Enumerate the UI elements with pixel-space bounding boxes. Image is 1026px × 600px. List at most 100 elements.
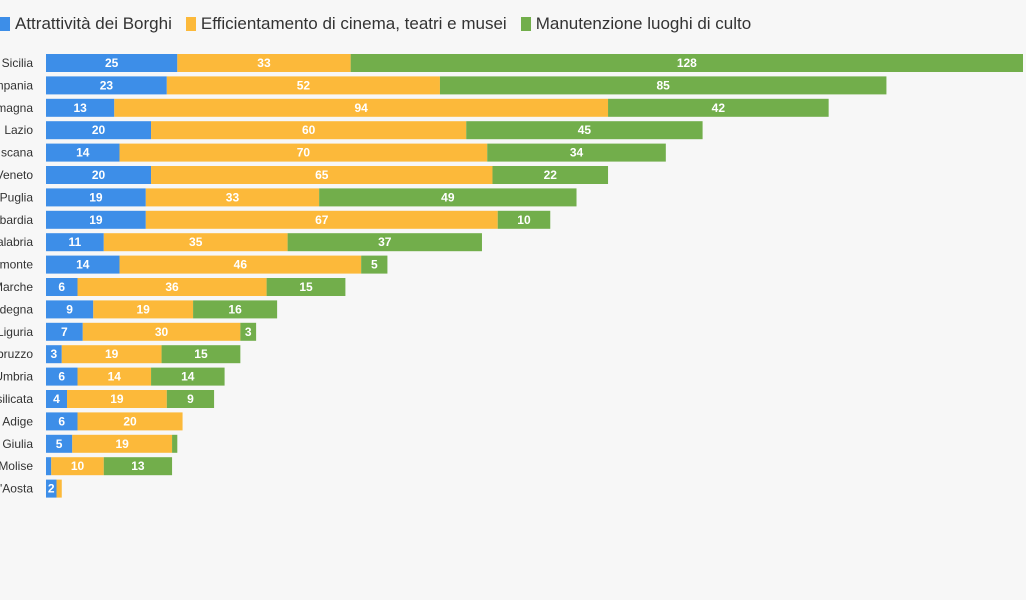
bar-segment bbox=[46, 322, 83, 341]
bar-segment bbox=[46, 76, 167, 95]
bar-segment bbox=[77, 367, 152, 386]
category-label: Liguria bbox=[0, 325, 33, 339]
data-label: 19 bbox=[110, 392, 124, 406]
data-label: 2 bbox=[48, 482, 55, 496]
data-label: 15 bbox=[299, 280, 313, 294]
legend-item-efficientamento: Efficientamento di cinema, teatri e muse… bbox=[185, 14, 507, 34]
bar-segment bbox=[103, 233, 288, 252]
data-label: 14 bbox=[76, 258, 90, 272]
bar-segment bbox=[46, 188, 146, 207]
data-label: 16 bbox=[228, 302, 242, 316]
data-label: 60 bbox=[302, 123, 316, 137]
bar-segment bbox=[151, 121, 467, 140]
bar-segment bbox=[350, 54, 1023, 72]
legend-swatch-green bbox=[520, 17, 531, 31]
bar-segment bbox=[77, 412, 183, 431]
bar-segment bbox=[240, 322, 257, 341]
data-label: 19 bbox=[115, 437, 129, 451]
legend-label-attrattivita: Attrattività dei Borghi bbox=[15, 14, 172, 33]
category-label: monte bbox=[0, 258, 33, 272]
bar-segment bbox=[151, 166, 493, 184]
data-label: 3 bbox=[51, 347, 58, 361]
category-label: magna bbox=[0, 101, 33, 115]
bar-segment bbox=[119, 143, 488, 162]
bar-segment bbox=[114, 98, 609, 117]
data-label: 65 bbox=[315, 168, 329, 182]
category-label: Veneto bbox=[0, 168, 33, 182]
data-label: 52 bbox=[297, 78, 311, 92]
data-label: 19 bbox=[89, 213, 103, 227]
data-label: 33 bbox=[226, 190, 240, 204]
bar-segment bbox=[266, 278, 346, 296]
data-label: 6 bbox=[58, 414, 65, 428]
bar-segment bbox=[46, 121, 152, 140]
bar-segment bbox=[145, 188, 320, 207]
data-label: 33 bbox=[257, 56, 271, 70]
bar-segment bbox=[151, 367, 225, 386]
data-label: 6 bbox=[58, 280, 65, 294]
data-label: 19 bbox=[105, 347, 119, 361]
category-label: Giulia bbox=[2, 437, 33, 451]
category-label: Puglia bbox=[0, 190, 33, 204]
bar-segment bbox=[287, 233, 482, 252]
bar-segment bbox=[361, 255, 388, 274]
bar-segment bbox=[46, 457, 52, 476]
data-label: 45 bbox=[578, 123, 592, 137]
bar-segment bbox=[46, 278, 78, 296]
data-label: 20 bbox=[92, 168, 106, 182]
bar-segment bbox=[77, 278, 267, 296]
data-label: 13 bbox=[131, 459, 145, 473]
legend-swatch-blue bbox=[0, 17, 10, 31]
bar-segment bbox=[46, 345, 62, 364]
data-label: 94 bbox=[354, 101, 368, 115]
bar-segment bbox=[466, 121, 703, 140]
data-label: 5 bbox=[56, 437, 63, 451]
data-label: 15 bbox=[194, 347, 208, 361]
data-label: 10 bbox=[517, 213, 531, 227]
bar-segment bbox=[319, 188, 577, 207]
bar-segment bbox=[61, 345, 162, 364]
bar-segment bbox=[93, 300, 194, 319]
bar-segment bbox=[46, 233, 104, 252]
bar-segment bbox=[46, 434, 73, 453]
legend-item-manutenzione: Manutenzione luoghi di culto bbox=[520, 14, 751, 34]
category-label: bruzzo bbox=[0, 347, 33, 361]
data-label: 6 bbox=[58, 370, 65, 384]
bar-segment bbox=[67, 390, 167, 408]
data-label: 67 bbox=[315, 213, 329, 227]
category-label: Sicilia bbox=[2, 56, 34, 70]
bar-segment bbox=[608, 98, 829, 117]
data-label: 20 bbox=[92, 123, 106, 137]
data-label: 7 bbox=[61, 325, 68, 339]
bar-segment bbox=[46, 412, 78, 431]
bar-segment bbox=[161, 345, 241, 364]
data-label: 14 bbox=[181, 370, 195, 384]
data-label: 22 bbox=[544, 168, 558, 182]
data-label: 19 bbox=[136, 302, 150, 316]
category-label: Umbria bbox=[0, 370, 33, 384]
category-label: alabria bbox=[0, 235, 33, 249]
bar-segment bbox=[51, 457, 104, 476]
data-label: 13 bbox=[73, 101, 87, 115]
bar-segment bbox=[177, 54, 351, 72]
data-label: 42 bbox=[712, 101, 726, 115]
data-label: 9 bbox=[187, 392, 194, 406]
bar-segment bbox=[82, 322, 241, 341]
bar-segment bbox=[166, 390, 215, 408]
bar-segment bbox=[439, 76, 887, 95]
bar-segment bbox=[72, 434, 173, 453]
category-label: Lazio bbox=[4, 123, 33, 137]
data-label: 23 bbox=[100, 78, 114, 92]
data-label: 9 bbox=[66, 302, 73, 316]
bar-segment bbox=[46, 390, 68, 408]
bar-segment bbox=[497, 210, 551, 229]
bar-segment bbox=[166, 76, 440, 95]
bar-segment bbox=[46, 367, 78, 386]
legend-swatch-orange bbox=[185, 17, 196, 31]
bar-segment bbox=[193, 300, 278, 319]
category-label: Marche bbox=[0, 280, 33, 294]
data-label: 10 bbox=[71, 459, 85, 473]
category-label: silicata bbox=[0, 392, 33, 406]
bar-segment bbox=[46, 255, 120, 274]
bar-segment bbox=[46, 479, 57, 498]
